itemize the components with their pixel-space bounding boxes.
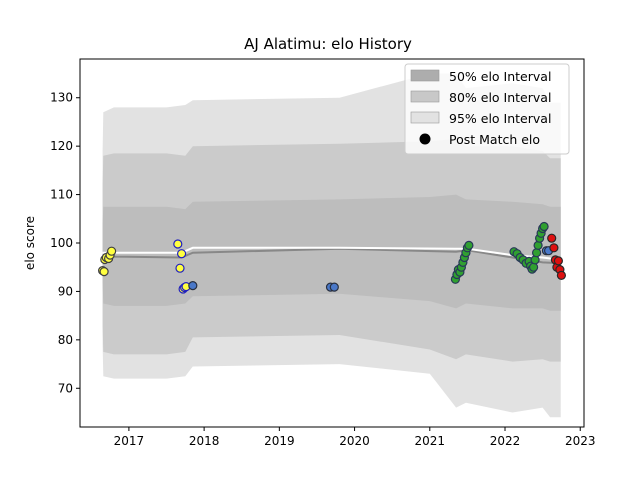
y-tick-label-110: 110	[50, 188, 73, 202]
point-1-2	[178, 250, 186, 258]
legend: 50% elo Interval 80% elo Interval 95% elo …	[405, 64, 569, 154]
legend-label-0: 50% elo Interval	[449, 69, 551, 84]
x-tick-label-2023: 2023	[565, 434, 596, 448]
point-6-4	[554, 257, 562, 265]
y-tick-label-70: 70	[58, 381, 73, 395]
point-6-6	[557, 271, 565, 279]
point-1-0	[174, 240, 182, 248]
point-4-10	[533, 249, 541, 257]
y-tick-label-100: 100	[50, 236, 73, 250]
y-axis-label: elo score	[23, 216, 37, 270]
legend-swatch-1	[411, 91, 439, 102]
y-tick-label-80: 80	[58, 333, 73, 347]
chart-title: AJ Alatimu: elo History	[244, 35, 412, 53]
x-tick-label-2017: 2017	[114, 434, 145, 448]
point-6-0	[548, 234, 556, 242]
x-tick-label-2020: 2020	[339, 434, 370, 448]
point-4-15	[540, 223, 548, 231]
point-3-9	[465, 241, 473, 249]
y-tick-label-120: 120	[50, 139, 73, 153]
point-2-2	[330, 283, 338, 291]
legend-swatch-3	[420, 134, 431, 145]
point-0-6	[108, 247, 116, 255]
point-2-0	[189, 282, 197, 290]
x-tick-label-2021: 2021	[415, 434, 446, 448]
legend-label-3: Post Match elo	[449, 132, 540, 147]
point-6-1	[550, 244, 558, 252]
point-1-1	[176, 264, 184, 272]
x-tick-label-2022: 2022	[490, 434, 521, 448]
legend-label-1: 80% elo Interval	[449, 90, 551, 105]
legend-swatch-2	[411, 112, 439, 123]
legend-swatch-0	[411, 70, 439, 81]
x-tick-label-2019: 2019	[264, 434, 295, 448]
y-tick-label-130: 130	[50, 91, 73, 105]
y-axis: 70 80 90 100 110 120 130	[50, 91, 80, 396]
point-4-8	[530, 263, 538, 271]
x-axis: 2017 2018 2019 2020 2021 2022 2023	[114, 427, 596, 448]
y-tick-label-90: 90	[58, 284, 73, 298]
x-tick-label-2018: 2018	[189, 434, 220, 448]
legend-label-2: 95% elo Interval	[449, 111, 551, 126]
point-0-1	[100, 268, 108, 276]
